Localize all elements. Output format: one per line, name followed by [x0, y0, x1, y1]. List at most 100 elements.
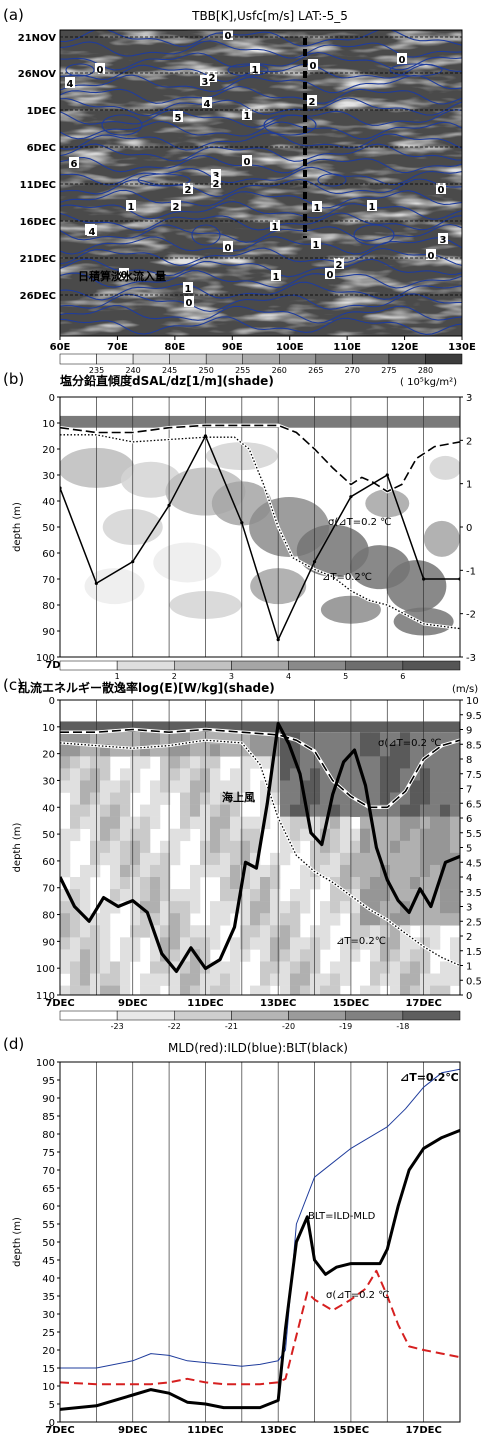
panel-c-shade-cell — [280, 913, 291, 926]
panel-c-xtick: 9DEC — [118, 998, 147, 1009]
panel-c-shade-cell — [120, 732, 131, 745]
panel-c-shade-cell — [310, 768, 321, 781]
panel-c-y2tick: 5 — [466, 844, 472, 855]
panel-c-shade-cell — [430, 852, 441, 866]
panel-c-shade-cell — [250, 877, 261, 890]
panel-c-shade-cell — [350, 937, 361, 950]
panel-c-shade-cell — [120, 816, 131, 829]
panel-b-shade-blob — [386, 560, 447, 613]
panel-b-dt-label: ⊿T=0.2℃ — [322, 572, 372, 583]
panel-a-ytick: 21DEC — [20, 254, 56, 265]
panel-c-shade-cell — [320, 780, 331, 793]
panel-c-shade-cell — [320, 804, 331, 817]
panel-c-shade-cell — [170, 949, 181, 962]
panel-a-contour-loop — [65, 63, 95, 77]
panel-b-y2tick: -2 — [466, 610, 476, 621]
panel-a-contour-label: 1 — [369, 202, 376, 213]
panel-a-contour-label: 1 — [128, 202, 135, 213]
panel-b-shade-blob — [429, 455, 460, 480]
panel-c-shade-cell — [220, 828, 231, 842]
panel-d-title: MLD(red):ILD(blue):BLT(black) — [168, 1041, 348, 1055]
panel-c-shade-cell — [100, 828, 111, 842]
panel-c-shade-cell — [440, 889, 451, 902]
panel-c-shade-cell — [160, 913, 171, 926]
panel-b-colorbar-tick: 5 — [343, 672, 348, 681]
panel-c-shade-cell — [410, 949, 421, 962]
panel-c-shade-cell — [180, 889, 191, 902]
panel-c-xtick: 15DEC — [333, 998, 369, 1009]
panel-b-y2tick: 2 — [466, 436, 472, 447]
panel-c-shade-cell — [230, 877, 241, 890]
panel-a-contour-label: 2 — [309, 97, 316, 108]
panel-c-shade-cell — [90, 864, 101, 878]
panel-c-shade-cell — [220, 852, 231, 866]
panel-c-shade-cell — [190, 985, 201, 995]
panel-c-shade-cell — [390, 973, 401, 986]
panel-a-contour-line — [60, 143, 462, 162]
panel-c-shade-cell — [350, 756, 361, 769]
panel-a-contour-line — [60, 120, 462, 140]
panel-c-shade-cell — [210, 756, 221, 769]
panel-c-y2tick: 9 — [466, 726, 472, 737]
panel-c-shade-cell — [180, 937, 191, 950]
panel-c-shade-cell — [70, 756, 81, 769]
panel-c-shade-cell — [360, 792, 371, 805]
panel-c-shade-cell — [420, 961, 431, 974]
panel-c-shade-cell — [170, 973, 181, 986]
panel-d-ytick: 5 — [49, 1400, 55, 1411]
panel-c-shade-cell — [70, 828, 81, 842]
panel-c-shade-cell — [440, 792, 451, 805]
panel-c-shade-cell — [440, 877, 451, 890]
panel-c-shade-cell — [80, 780, 91, 793]
panel-c-shade-cell — [100, 816, 111, 829]
panel-c-shade-cell — [130, 949, 141, 962]
panel-c-shade-cell — [340, 889, 351, 902]
panel-c-shade-cell — [70, 973, 81, 986]
panel-c-shade-cell — [320, 756, 331, 769]
panel-c-shade-cell — [250, 816, 261, 829]
panel-d-ytick: 60 — [42, 1202, 55, 1213]
panel-d-ytick: 15 — [42, 1364, 55, 1375]
panel-c-shade-cell — [180, 913, 191, 926]
panel-a-contours: 01403245160322122001101120300010341 — [60, 30, 462, 335]
panel-c-shade-cell — [110, 780, 121, 793]
panel-c-shade-cell — [170, 985, 181, 995]
panel-c-shade-cell — [160, 732, 171, 745]
panel-a-colorbar-tick: 260 — [272, 366, 287, 375]
panel-c-shade-cell — [300, 744, 311, 757]
panel-c-shade-cell — [150, 780, 161, 793]
panel-c-shade-cell — [430, 925, 441, 938]
panel-c-shade-cell — [280, 901, 291, 914]
panel-a-contour-label: 1 — [273, 272, 280, 283]
panel-c-shade-cell — [260, 973, 271, 986]
panel-a-ytick: 26NOV — [18, 69, 57, 80]
panel-c-shade-cell — [150, 864, 161, 878]
panel-c-shade-cell — [190, 901, 201, 914]
panel-c-shade-cell — [330, 756, 341, 769]
panel-c-shade-cell — [240, 732, 251, 745]
panel-c-shade-cell — [450, 864, 460, 878]
panel-c-shade-cell — [320, 768, 331, 781]
panel-c-shade-cell — [300, 949, 311, 962]
panel-a-colorbar-cell — [96, 353, 134, 365]
panel-c-shade-cell — [390, 816, 401, 829]
panel-c-ytick: 50 — [42, 830, 55, 841]
panel-c-shade-cell — [80, 937, 91, 950]
panel-c-shade-cell — [370, 937, 381, 950]
panel-c-shade-cell — [100, 901, 111, 914]
panel-c-shade-cell — [190, 889, 201, 902]
panel-c-shade-cell — [170, 901, 181, 914]
panel-c-shade-cell — [180, 756, 191, 769]
panel-c-shade-cell — [60, 937, 71, 950]
panel-c-shade-cell — [90, 961, 101, 974]
panel-c-shade-cell — [350, 780, 361, 793]
panel-c-shade-cell — [60, 913, 71, 926]
panel-c-shade-cell — [140, 840, 151, 854]
panel-c-shade-cell — [100, 768, 111, 781]
panel-c-shade-cell — [90, 816, 101, 829]
panel-c-shade-cell — [230, 732, 241, 745]
panel-b-lines — [60, 423, 460, 642]
panel-b-colorbar-cell — [288, 660, 346, 671]
panel-c-shade-cell — [410, 756, 421, 769]
panel-c-y2tick: 1 — [466, 962, 472, 973]
